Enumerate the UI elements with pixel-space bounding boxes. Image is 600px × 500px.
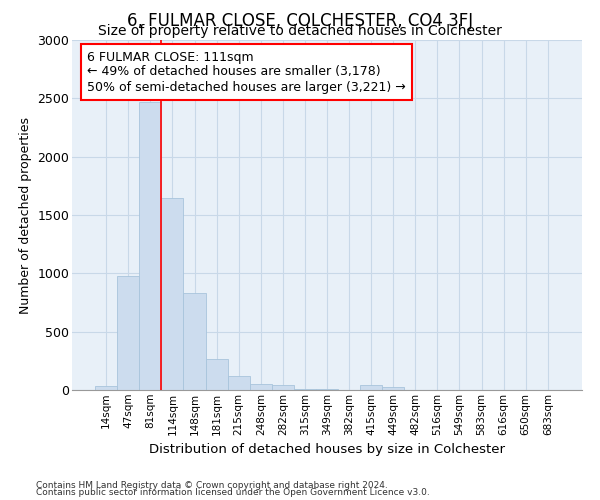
Text: Contains HM Land Registry data © Crown copyright and database right 2024.: Contains HM Land Registry data © Crown c… — [36, 480, 388, 490]
Bar — [227, 376, 250, 390]
Bar — [161, 198, 184, 390]
Bar — [117, 276, 139, 390]
Bar — [139, 102, 161, 390]
Bar — [206, 358, 227, 390]
Bar — [184, 293, 206, 390]
Bar — [294, 389, 316, 390]
X-axis label: Distribution of detached houses by size in Colchester: Distribution of detached houses by size … — [149, 443, 505, 456]
Text: 6 FULMAR CLOSE: 111sqm
← 49% of detached houses are smaller (3,178)
50% of semi-: 6 FULMAR CLOSE: 111sqm ← 49% of detached… — [88, 50, 406, 94]
Bar — [272, 385, 294, 390]
Bar — [250, 384, 272, 390]
Bar — [360, 385, 382, 390]
Bar — [382, 386, 404, 390]
Text: Size of property relative to detached houses in Colchester: Size of property relative to detached ho… — [98, 24, 502, 38]
Y-axis label: Number of detached properties: Number of detached properties — [19, 116, 32, 314]
Text: 6, FULMAR CLOSE, COLCHESTER, CO4 3FJ: 6, FULMAR CLOSE, COLCHESTER, CO4 3FJ — [127, 12, 473, 30]
Bar — [95, 386, 117, 390]
Text: Contains public sector information licensed under the Open Government Licence v3: Contains public sector information licen… — [36, 488, 430, 497]
